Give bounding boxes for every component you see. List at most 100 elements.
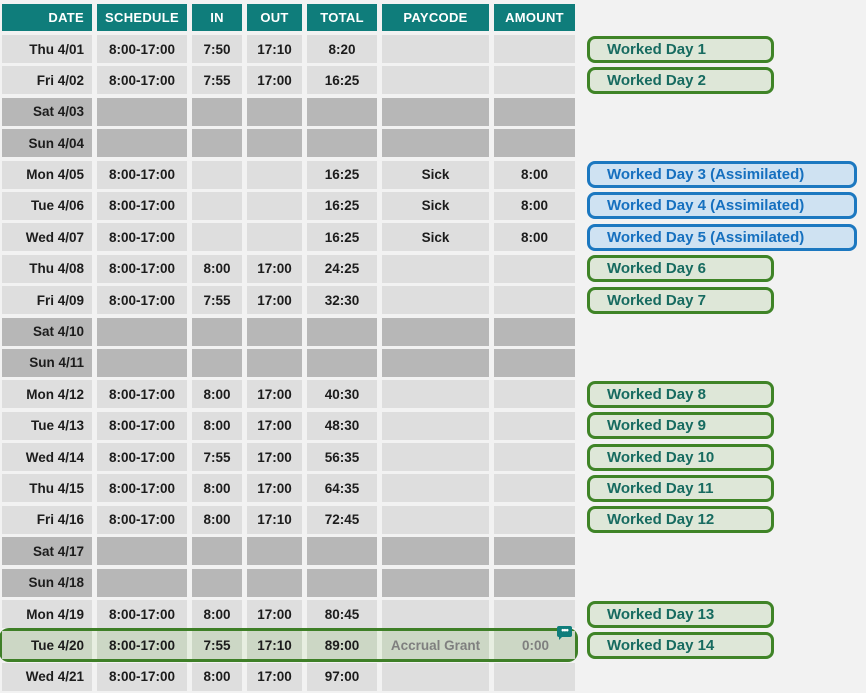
- cell-out[interactable]: [247, 568, 302, 597]
- cell-date[interactable]: Fri 4/02: [2, 66, 92, 95]
- table-row[interactable]: Sat 4/10: [2, 317, 575, 346]
- cell-schedule[interactable]: 8:00-17:00: [97, 66, 187, 95]
- table-row[interactable]: Sun 4/04: [2, 129, 575, 158]
- cell-paycode[interactable]: Sick: [382, 223, 489, 252]
- table-row[interactable]: Wed 4/07 8:00-17:00 16:25 Sick 8:00: [2, 223, 575, 252]
- cell-in[interactable]: [192, 537, 242, 566]
- cell-schedule[interactable]: 8:00-17:00: [97, 662, 187, 691]
- table-row[interactable]: Thu 4/15 8:00-17:00 8:00 17:00 64:35: [2, 474, 575, 503]
- table-row[interactable]: Fri 4/16 8:00-17:00 8:00 17:10 72:45: [2, 505, 575, 534]
- cell-amount[interactable]: [494, 97, 575, 126]
- cell-out[interactable]: 17:00: [247, 66, 302, 95]
- cell-out[interactable]: 17:00: [247, 286, 302, 315]
- cell-out[interactable]: 17:00: [247, 600, 302, 629]
- table-row[interactable]: Wed 4/14 8:00-17:00 7:55 17:00 56:35: [2, 443, 575, 472]
- cell-out[interactable]: [247, 537, 302, 566]
- cell-out[interactable]: [247, 129, 302, 158]
- cell-amount[interactable]: [494, 600, 575, 629]
- cell-paycode[interactable]: Sick: [382, 191, 489, 220]
- cell-date[interactable]: Mon 4/19: [2, 600, 92, 629]
- cell-out[interactable]: 17:10: [247, 35, 302, 63]
- cell-amount[interactable]: [494, 254, 575, 283]
- cell-amount[interactable]: [494, 505, 575, 534]
- cell-paycode[interactable]: [382, 662, 489, 691]
- cell-paycode[interactable]: [382, 254, 489, 283]
- cell-paycode[interactable]: [382, 129, 489, 158]
- cell-out[interactable]: [247, 97, 302, 126]
- cell-amount[interactable]: 0:00 •••: [494, 626, 575, 660]
- cell-amount[interactable]: [494, 348, 575, 377]
- cell-total[interactable]: 56:35: [307, 443, 377, 472]
- cell-out[interactable]: 17:00: [247, 380, 302, 409]
- cell-date[interactable]: Fri 4/16: [2, 505, 92, 534]
- cell-in[interactable]: 8:00: [192, 505, 242, 534]
- table-row[interactable]: Fri 4/09 8:00-17:00 7:55 17:00 32:30: [2, 286, 575, 315]
- cell-schedule[interactable]: 8:00-17:00: [97, 35, 187, 63]
- cell-in[interactable]: 7:55: [192, 631, 242, 660]
- table-row[interactable]: Mon 4/12 8:00-17:00 8:00 17:00 40:30: [2, 380, 575, 409]
- cell-in[interactable]: 7:50: [192, 35, 242, 63]
- cell-schedule[interactable]: 8:00-17:00: [97, 191, 187, 220]
- cell-date[interactable]: Sun 4/18: [2, 568, 92, 597]
- cell-out[interactable]: [247, 191, 302, 220]
- cell-in[interactable]: 8:00: [192, 380, 242, 409]
- cell-date[interactable]: Fri 4/09: [2, 286, 92, 315]
- table-row[interactable]: Sun 4/11: [2, 348, 575, 377]
- cell-amount[interactable]: 8:00: [494, 223, 575, 252]
- cell-schedule[interactable]: [97, 317, 187, 346]
- cell-in[interactable]: [192, 568, 242, 597]
- cell-paycode[interactable]: [382, 317, 489, 346]
- cell-out[interactable]: [247, 223, 302, 252]
- comment-icon[interactable]: •••: [557, 626, 572, 641]
- cell-paycode[interactable]: [382, 474, 489, 503]
- cell-out[interactable]: 17:00: [247, 411, 302, 440]
- cell-date[interactable]: Sat 4/03: [2, 97, 92, 126]
- cell-total[interactable]: 48:30: [307, 411, 377, 440]
- table-row[interactable]: Sun 4/18: [2, 568, 575, 597]
- cell-paycode[interactable]: [382, 66, 489, 95]
- cell-paycode[interactable]: [382, 286, 489, 315]
- cell-total[interactable]: [307, 568, 377, 597]
- cell-amount[interactable]: [494, 568, 575, 597]
- cell-amount[interactable]: [494, 35, 575, 63]
- cell-amount[interactable]: [494, 474, 575, 503]
- cell-total[interactable]: 8:20: [307, 35, 377, 63]
- cell-paycode[interactable]: [382, 97, 489, 126]
- cell-date[interactable]: Mon 4/12: [2, 380, 92, 409]
- cell-in[interactable]: 8:00: [192, 411, 242, 440]
- cell-in[interactable]: [192, 191, 242, 220]
- cell-schedule[interactable]: 8:00-17:00: [97, 160, 187, 189]
- cell-total[interactable]: 16:25: [307, 191, 377, 220]
- cell-schedule[interactable]: [97, 348, 187, 377]
- cell-schedule[interactable]: 8:00-17:00: [97, 411, 187, 440]
- cell-schedule[interactable]: 8:00-17:00: [97, 286, 187, 315]
- cell-date[interactable]: Sun 4/04: [2, 129, 92, 158]
- cell-schedule[interactable]: [97, 97, 187, 126]
- cell-paycode[interactable]: Sick: [382, 160, 489, 189]
- cell-date[interactable]: Mon 4/05: [2, 160, 92, 189]
- cell-in[interactable]: 8:00: [192, 600, 242, 629]
- cell-date[interactable]: Sat 4/10: [2, 317, 92, 346]
- cell-date[interactable]: Tue 4/20: [2, 631, 92, 660]
- cell-in[interactable]: 8:00: [192, 254, 242, 283]
- cell-out[interactable]: 17:10: [247, 505, 302, 534]
- cell-out[interactable]: 17:00: [247, 254, 302, 283]
- cell-in[interactable]: 8:00: [192, 662, 242, 691]
- table-row[interactable]: Mon 4/19 8:00-17:00 8:00 17:00 80:45: [2, 600, 575, 629]
- cell-in[interactable]: 7:55: [192, 66, 242, 95]
- cell-schedule[interactable]: [97, 537, 187, 566]
- cell-in[interactable]: [192, 317, 242, 346]
- cell-schedule[interactable]: 8:00-17:00: [97, 443, 187, 472]
- cell-amount[interactable]: [494, 411, 575, 440]
- cell-amount[interactable]: 8:00: [494, 191, 575, 220]
- cell-total[interactable]: 40:30: [307, 380, 377, 409]
- cell-amount[interactable]: [494, 537, 575, 566]
- table-row[interactable]: Thu 4/01 8:00-17:00 7:50 17:10 8:20: [2, 35, 575, 63]
- cell-in[interactable]: 7:55: [192, 443, 242, 472]
- cell-total[interactable]: 80:45: [307, 600, 377, 629]
- cell-date[interactable]: Wed 4/14: [2, 443, 92, 472]
- cell-total[interactable]: [307, 97, 377, 126]
- cell-amount[interactable]: [494, 129, 575, 158]
- cell-paycode[interactable]: [382, 537, 489, 566]
- cell-date[interactable]: Thu 4/15: [2, 474, 92, 503]
